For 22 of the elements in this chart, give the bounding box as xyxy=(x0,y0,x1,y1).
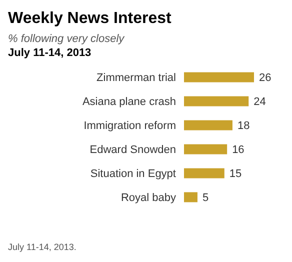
data-label: 26 xyxy=(259,72,272,84)
text: July 11-14, 2013 xyxy=(8,47,92,59)
bar xyxy=(184,96,249,106)
bar xyxy=(184,168,224,178)
y-tick-label: Asiana plane crash xyxy=(82,96,176,108)
data-label: 16 xyxy=(232,144,244,156)
y-tick-label: Zimmerman trial xyxy=(96,72,176,84)
data-label: 24 xyxy=(254,96,266,108)
y-tick-label: Royal baby xyxy=(120,192,176,204)
data-label: 5 xyxy=(202,192,209,204)
data-label: 15 xyxy=(229,168,242,180)
y-tick-label: Situation in Egypt xyxy=(90,168,176,180)
bar xyxy=(184,144,228,154)
bar xyxy=(184,120,232,130)
bar xyxy=(184,72,254,82)
data-label: 18 xyxy=(237,120,250,132)
chart-title: Weekly News Interest xyxy=(8,9,172,28)
y-tick-label: Edward Snowden xyxy=(90,144,176,156)
bar xyxy=(184,192,198,202)
text: % following very closely xyxy=(8,33,126,45)
text: July 11-14, 2013. xyxy=(8,242,76,252)
y-tick-label: Immigration reform xyxy=(84,120,176,132)
